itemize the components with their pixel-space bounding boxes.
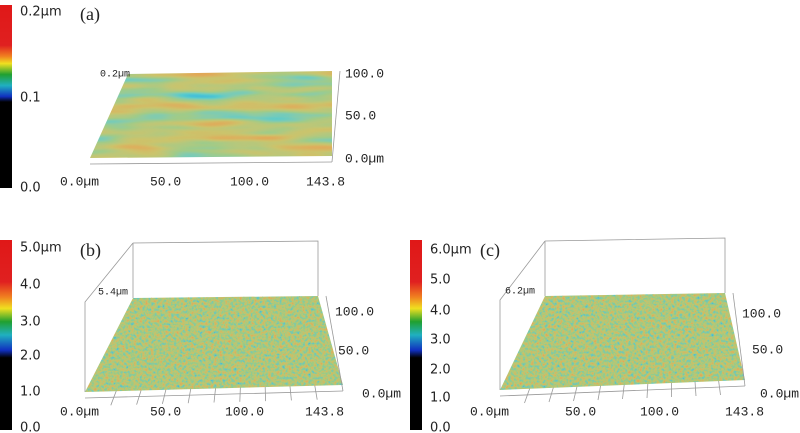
- y-tick-label: 100.0: [335, 304, 374, 319]
- surface: [90, 71, 332, 158]
- x-tick-label: 143.8: [725, 404, 764, 419]
- panel-label: (a): [80, 4, 100, 25]
- colorbar-label: 6.0µm: [430, 243, 472, 258]
- x-tick-label: 100.0: [230, 174, 269, 189]
- axis-line: [325, 295, 344, 392]
- colorbar-label: 1.0: [20, 385, 41, 400]
- y-tick-label: 0.0µm: [760, 386, 799, 401]
- y-tick-label: 0.0µm: [362, 386, 401, 401]
- x-tick-label: 143.8: [305, 404, 344, 419]
- colorbar-label: 0.0: [20, 421, 41, 433]
- peak-label: 5.4µm: [98, 288, 128, 299]
- y-tick-label: 100.0: [742, 306, 781, 321]
- colorbar-label: 5.0µm: [20, 241, 62, 256]
- colorbar-label: 0.2µm: [20, 5, 62, 20]
- colorbar-label: 2.0: [20, 349, 41, 364]
- colorbar: [410, 240, 422, 430]
- peak-label: 6.2µm: [505, 287, 535, 298]
- surface: [500, 293, 745, 390]
- y-tick-label: 50.0: [345, 108, 376, 123]
- x-tick-label: 100.0: [640, 404, 679, 419]
- colorbar-label: 1.0: [430, 391, 451, 406]
- x-tick-label: 0.0µm: [470, 404, 509, 419]
- colorbar-label: 3.0: [20, 315, 41, 330]
- colorbar-label: 5.0: [430, 273, 451, 288]
- colorbar-label: 2.0: [430, 363, 451, 378]
- x-tick-label: 50.0: [565, 404, 596, 419]
- panel-label: (c): [480, 240, 500, 261]
- colorbar-label: 4.0: [430, 304, 451, 319]
- colorbar-label: 0.0: [430, 421, 451, 433]
- colorbar-label: 4.0: [20, 278, 41, 293]
- x-tick-label: 50.0: [150, 404, 181, 419]
- panel-label: (b): [80, 240, 101, 261]
- colorbar-label: 0.0: [20, 181, 41, 196]
- colorbar: [0, 240, 12, 430]
- y-tick-label: 100.0: [345, 66, 384, 81]
- colorbar: [0, 5, 12, 188]
- y-tick-label: 50.0: [338, 343, 369, 358]
- x-tick-label: 143.8: [306, 174, 345, 189]
- axis-line: [732, 292, 746, 387]
- x-tick-label: 100.0: [225, 404, 264, 419]
- colorbar-label: 0.1: [20, 91, 41, 106]
- axis-line: [331, 70, 341, 163]
- y-tick-label: 50.0: [752, 342, 783, 357]
- peak-label: 0.2µm: [100, 70, 130, 81]
- x-tick-label: 50.0: [150, 174, 181, 189]
- y-tick-label: 0.0µm: [345, 151, 384, 166]
- axis-line: [499, 385, 746, 397]
- axis-line: [84, 390, 344, 399]
- colorbar-label: 3.0: [430, 333, 451, 348]
- surface: [85, 296, 343, 392]
- axis-line: [89, 161, 333, 165]
- x-tick-label: 0.0µm: [60, 174, 99, 189]
- axis-box: [499, 237, 726, 390]
- x-tick-label: 0.0µm: [60, 404, 99, 419]
- axis-box: [84, 240, 319, 392]
